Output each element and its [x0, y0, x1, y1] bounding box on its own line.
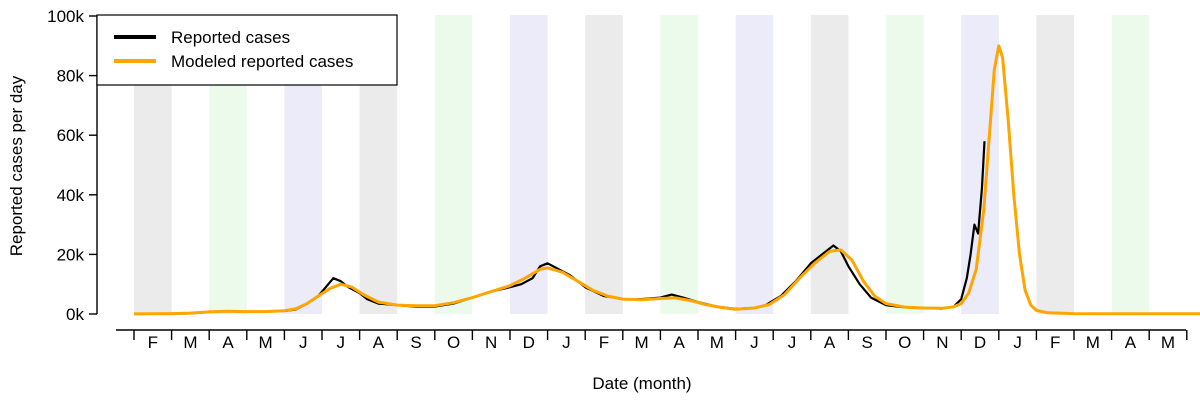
x-tick-label-17: J [788, 333, 797, 352]
x-tick-label-8: O [447, 333, 460, 352]
series-line-1 [133, 44, 1200, 316]
y-tick-label-0: 0k [66, 305, 84, 324]
shaded-band-5 [510, 15, 548, 314]
x-tick-label-20: O [898, 333, 911, 352]
x-tick-label-11: J [562, 333, 571, 352]
y-tick-label-5: 100k [47, 7, 84, 26]
x-tick-label-0: F [148, 333, 158, 352]
shaded-band-11 [961, 15, 999, 314]
x-tick-label-18: A [824, 333, 836, 352]
x-tick-label-3: M [259, 333, 273, 352]
x-tick-label-7: S [410, 333, 421, 352]
legend: Reported cases Modeled reported cases [96, 14, 398, 86]
x-tick-label-9: N [485, 333, 497, 352]
x-tick-label-15: M [710, 333, 724, 352]
shaded-band-12 [1036, 15, 1074, 314]
x-tick-label-24: F [1050, 333, 1060, 352]
shaded-band-13 [1111, 15, 1150, 314]
x-tick-label-23: J [1013, 333, 1022, 352]
x-tick-label-27: M [1161, 333, 1175, 352]
x-tick-label-19: S [862, 333, 873, 352]
x-tick-label-25: M [1086, 333, 1100, 352]
x-tick-label-6: A [373, 333, 385, 352]
x-tick-label-12: F [599, 333, 609, 352]
x-tick-label-5: J [337, 333, 346, 352]
y-tick-label-2: 40k [57, 186, 85, 205]
x-tick-label-4: J [299, 333, 308, 352]
x-tick-label-10: D [523, 333, 535, 352]
shaded-band-8 [735, 15, 774, 314]
shaded-band-7 [660, 15, 698, 314]
x-tick-label-14: A [674, 333, 686, 352]
shaded-band-4 [434, 15, 473, 314]
x-tick-label-2: A [222, 333, 234, 352]
x-tick-label-16: J [750, 333, 759, 352]
y-tick-label-3: 60k [57, 126, 85, 145]
x-axis-title: Date (month) [592, 374, 691, 393]
shaded-band-9 [810, 15, 849, 314]
x-tick-label-26: A [1125, 333, 1137, 352]
x-tick-label-22: D [974, 333, 986, 352]
legend-label-modeled: Modeled reported cases [171, 52, 353, 71]
legend-label-reported: Reported cases [171, 28, 290, 47]
y-axis: 0k 20k 40k 60k 80k 100k [47, 7, 97, 324]
y-axis-title: Reported cases per day [7, 75, 26, 256]
x-tick-label-1: M [183, 333, 197, 352]
y-tick-label-1: 20k [57, 245, 85, 264]
x-tick-label-21: N [936, 333, 948, 352]
legend-box [96, 14, 398, 86]
shaded-band-10 [886, 15, 924, 314]
y-tick-label-4: 80k [57, 67, 85, 86]
shaded-band-6 [585, 15, 623, 314]
series [133, 44, 1200, 316]
x-tick-label-13: M [635, 333, 649, 352]
